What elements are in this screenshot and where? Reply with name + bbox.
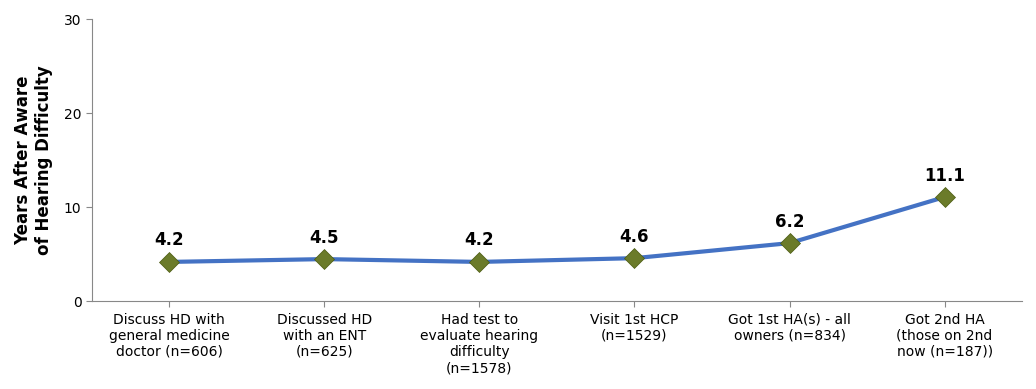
Text: 4.2: 4.2: [464, 231, 494, 249]
Text: 4.2: 4.2: [154, 231, 184, 249]
Text: 6.2: 6.2: [775, 213, 804, 231]
Y-axis label: Years After Aware
of Hearing Difficulty: Years After Aware of Hearing Difficulty: [13, 65, 53, 255]
Text: 11.1: 11.1: [924, 166, 965, 184]
Text: 4.6: 4.6: [620, 228, 650, 246]
Text: 4.5: 4.5: [310, 229, 339, 247]
